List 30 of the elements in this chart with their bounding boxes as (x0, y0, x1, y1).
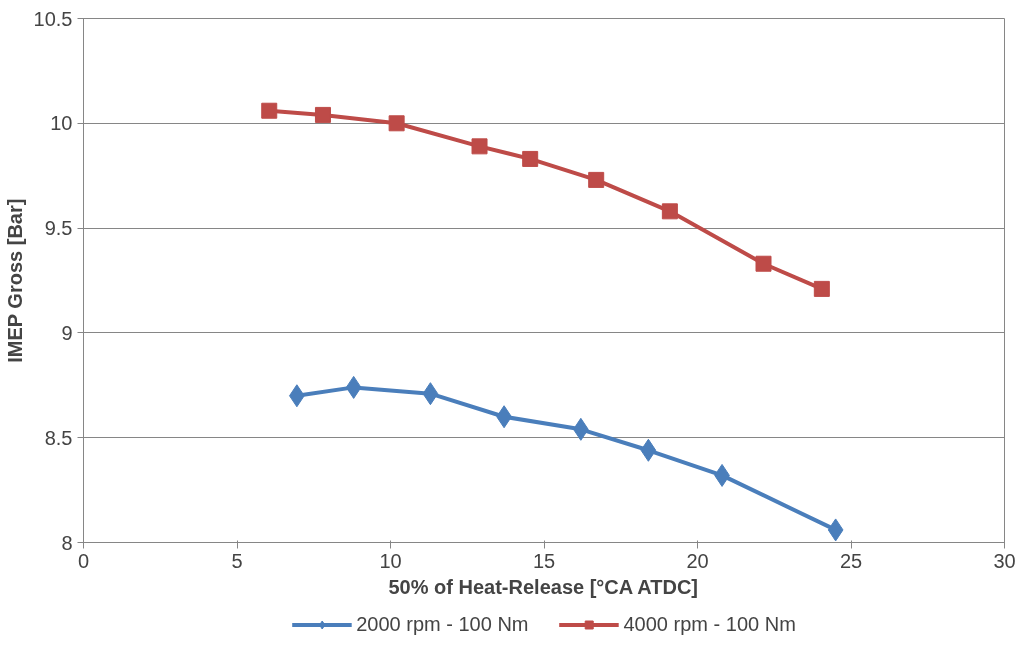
x-tick-label: 0 (77, 549, 90, 572)
y-tick-label: 9 (61, 321, 73, 344)
point (640, 438, 657, 462)
point (388, 115, 405, 132)
x-tick-label: 25 (839, 549, 863, 572)
point (661, 203, 678, 220)
point (345, 375, 362, 399)
legend-label: 2000 rpm - 100 Nm (356, 612, 529, 636)
point (522, 150, 539, 167)
y-tick-label: 10 (50, 112, 73, 135)
y-tick-label: 8.5 (44, 426, 73, 449)
legend-label: 4000 rpm - 100 Nm (623, 612, 796, 636)
y-tick-label: 10.5 (33, 7, 73, 30)
x-tick-label: 15 (532, 549, 556, 572)
point (588, 171, 605, 188)
x-tick-label: 10 (379, 549, 402, 572)
y-axis-title: IMEP Gross [Bar] (3, 198, 26, 363)
y-tick-label: 9.5 (44, 217, 73, 240)
point (422, 382, 439, 406)
x-axis-title: 50% of Heat-Release [°CA ATDC] (388, 575, 699, 598)
point (813, 280, 830, 297)
x-tick-label: 5 (231, 549, 243, 572)
point (755, 255, 772, 272)
y-tick-label: 8 (61, 531, 73, 554)
point (827, 518, 844, 542)
x-tick-label: 30 (993, 549, 1016, 572)
point (261, 102, 278, 119)
point (314, 106, 331, 123)
point (471, 138, 488, 155)
x-tick-label: 20 (686, 549, 709, 572)
